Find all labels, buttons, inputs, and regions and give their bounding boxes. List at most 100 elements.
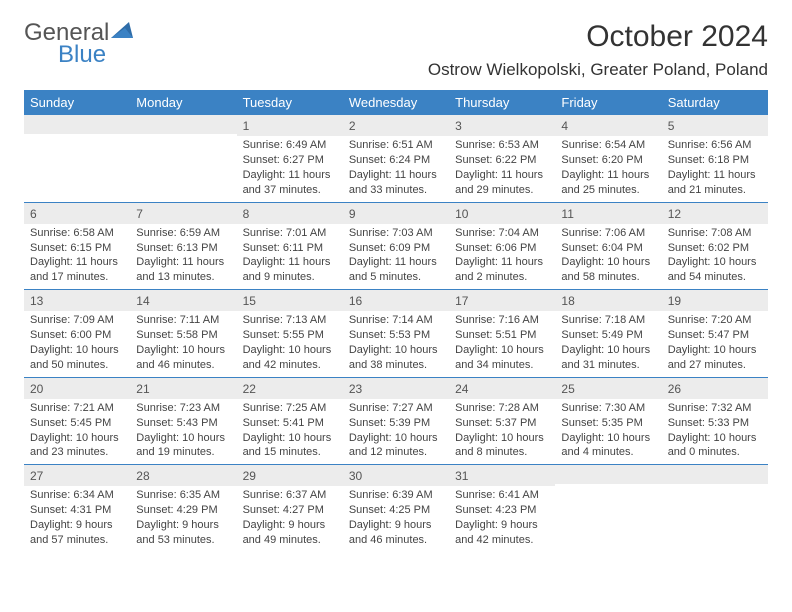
day-number: 11 (555, 203, 661, 224)
sunset: Sunset: 6:22 PM (455, 153, 549, 168)
cell-body: Sunrise: 7:30 AMSunset: 5:35 PMDaylight:… (555, 399, 661, 464)
day-header: Wednesday (343, 90, 449, 115)
day-number: 25 (555, 378, 661, 399)
daylight: Daylight: 10 hours and 0 minutes. (668, 431, 762, 461)
day-number: 30 (343, 465, 449, 486)
cell-body: Sunrise: 6:54 AMSunset: 6:20 PMDaylight:… (555, 136, 661, 201)
calendar-cell: 15Sunrise: 7:13 AMSunset: 5:55 PMDayligh… (237, 290, 343, 377)
calendar-week: 6Sunrise: 6:58 AMSunset: 6:15 PMDaylight… (24, 203, 768, 291)
cell-body: Sunrise: 6:51 AMSunset: 6:24 PMDaylight:… (343, 136, 449, 201)
day-number (662, 465, 768, 484)
cell-body: Sunrise: 6:58 AMSunset: 6:15 PMDaylight:… (24, 224, 130, 289)
sunset: Sunset: 6:06 PM (455, 241, 549, 256)
sunrise: Sunrise: 7:25 AM (243, 401, 337, 416)
daylight: Daylight: 11 hours and 25 minutes. (561, 168, 655, 198)
daylight: Daylight: 11 hours and 29 minutes. (455, 168, 549, 198)
logo: General Blue (24, 20, 133, 69)
sunset: Sunset: 6:15 PM (30, 241, 124, 256)
sunset: Sunset: 4:23 PM (455, 503, 549, 518)
calendar-cell: 1Sunrise: 6:49 AMSunset: 6:27 PMDaylight… (237, 115, 343, 202)
daylight: Daylight: 10 hours and 23 minutes. (30, 431, 124, 461)
calendar-cell (24, 115, 130, 202)
calendar-week: 27Sunrise: 6:34 AMSunset: 4:31 PMDayligh… (24, 465, 768, 552)
day-number: 14 (130, 290, 236, 311)
calendar-week: 20Sunrise: 7:21 AMSunset: 5:45 PMDayligh… (24, 378, 768, 466)
day-number: 31 (449, 465, 555, 486)
day-number: 23 (343, 378, 449, 399)
calendar-cell: 23Sunrise: 7:27 AMSunset: 5:39 PMDayligh… (343, 378, 449, 465)
day-number: 26 (662, 378, 768, 399)
sunset: Sunset: 5:53 PM (349, 328, 443, 343)
day-number: 22 (237, 378, 343, 399)
sunset: Sunset: 5:49 PM (561, 328, 655, 343)
day-header: Saturday (662, 90, 768, 115)
cell-body: Sunrise: 6:59 AMSunset: 6:13 PMDaylight:… (130, 224, 236, 289)
sunset: Sunset: 6:02 PM (668, 241, 762, 256)
sunrise: Sunrise: 6:41 AM (455, 488, 549, 503)
sunrise: Sunrise: 7:03 AM (349, 226, 443, 241)
calendar-cell: 27Sunrise: 6:34 AMSunset: 4:31 PMDayligh… (24, 465, 130, 552)
day-number: 16 (343, 290, 449, 311)
sunset: Sunset: 5:41 PM (243, 416, 337, 431)
cell-body: Sunrise: 7:08 AMSunset: 6:02 PMDaylight:… (662, 224, 768, 289)
daylight: Daylight: 11 hours and 13 minutes. (136, 255, 230, 285)
day-number: 8 (237, 203, 343, 224)
logo-text-2: Blue (58, 41, 133, 69)
day-number: 21 (130, 378, 236, 399)
sunset: Sunset: 5:58 PM (136, 328, 230, 343)
calendar-cell: 10Sunrise: 7:04 AMSunset: 6:06 PMDayligh… (449, 203, 555, 290)
sunset: Sunset: 6:24 PM (349, 153, 443, 168)
sunrise: Sunrise: 7:01 AM (243, 226, 337, 241)
sunset: Sunset: 6:09 PM (349, 241, 443, 256)
sunset: Sunset: 4:27 PM (243, 503, 337, 518)
calendar-cell: 3Sunrise: 6:53 AMSunset: 6:22 PMDaylight… (449, 115, 555, 202)
sunrise: Sunrise: 6:59 AM (136, 226, 230, 241)
daylight: Daylight: 10 hours and 15 minutes. (243, 431, 337, 461)
day-header-row: Sunday Monday Tuesday Wednesday Thursday… (24, 90, 768, 115)
sunrise: Sunrise: 7:32 AM (668, 401, 762, 416)
sunset: Sunset: 4:25 PM (349, 503, 443, 518)
day-header: Sunday (24, 90, 130, 115)
cell-body: Sunrise: 7:09 AMSunset: 6:00 PMDaylight:… (24, 311, 130, 376)
calendar-cell: 24Sunrise: 7:28 AMSunset: 5:37 PMDayligh… (449, 378, 555, 465)
daylight: Daylight: 10 hours and 50 minutes. (30, 343, 124, 373)
cell-body: Sunrise: 7:20 AMSunset: 5:47 PMDaylight:… (662, 311, 768, 376)
calendar-cell: 9Sunrise: 7:03 AMSunset: 6:09 PMDaylight… (343, 203, 449, 290)
cell-body: Sunrise: 7:28 AMSunset: 5:37 PMDaylight:… (449, 399, 555, 464)
cell-body: Sunrise: 7:21 AMSunset: 5:45 PMDaylight:… (24, 399, 130, 464)
daylight: Daylight: 11 hours and 21 minutes. (668, 168, 762, 198)
day-number: 3 (449, 115, 555, 136)
day-number: 9 (343, 203, 449, 224)
sunrise: Sunrise: 6:51 AM (349, 138, 443, 153)
sunset: Sunset: 6:18 PM (668, 153, 762, 168)
sunrise: Sunrise: 7:04 AM (455, 226, 549, 241)
cell-body: Sunrise: 6:35 AMSunset: 4:29 PMDaylight:… (130, 486, 236, 551)
day-number: 24 (449, 378, 555, 399)
daylight: Daylight: 9 hours and 46 minutes. (349, 518, 443, 548)
calendar-cell: 13Sunrise: 7:09 AMSunset: 6:00 PMDayligh… (24, 290, 130, 377)
cell-body: Sunrise: 7:18 AMSunset: 5:49 PMDaylight:… (555, 311, 661, 376)
daylight: Daylight: 11 hours and 37 minutes. (243, 168, 337, 198)
daylight: Daylight: 9 hours and 57 minutes. (30, 518, 124, 548)
day-number: 28 (130, 465, 236, 486)
cell-body: Sunrise: 6:49 AMSunset: 6:27 PMDaylight:… (237, 136, 343, 201)
day-number: 2 (343, 115, 449, 136)
cell-body: Sunrise: 7:16 AMSunset: 5:51 PMDaylight:… (449, 311, 555, 376)
cell-body: Sunrise: 7:32 AMSunset: 5:33 PMDaylight:… (662, 399, 768, 464)
calendar-cell (662, 465, 768, 552)
sunrise: Sunrise: 6:56 AM (668, 138, 762, 153)
day-number (130, 115, 236, 134)
sunset: Sunset: 5:45 PM (30, 416, 124, 431)
sunset: Sunset: 4:29 PM (136, 503, 230, 518)
sunset: Sunset: 5:47 PM (668, 328, 762, 343)
sunset: Sunset: 5:35 PM (561, 416, 655, 431)
sunrise: Sunrise: 7:14 AM (349, 313, 443, 328)
calendar-week: 13Sunrise: 7:09 AMSunset: 6:00 PMDayligh… (24, 290, 768, 378)
day-number: 10 (449, 203, 555, 224)
sunrise: Sunrise: 7:23 AM (136, 401, 230, 416)
day-header: Tuesday (237, 90, 343, 115)
calendar-cell: 6Sunrise: 6:58 AMSunset: 6:15 PMDaylight… (24, 203, 130, 290)
day-number: 7 (130, 203, 236, 224)
cell-body: Sunrise: 7:01 AMSunset: 6:11 PMDaylight:… (237, 224, 343, 289)
sunrise: Sunrise: 7:11 AM (136, 313, 230, 328)
